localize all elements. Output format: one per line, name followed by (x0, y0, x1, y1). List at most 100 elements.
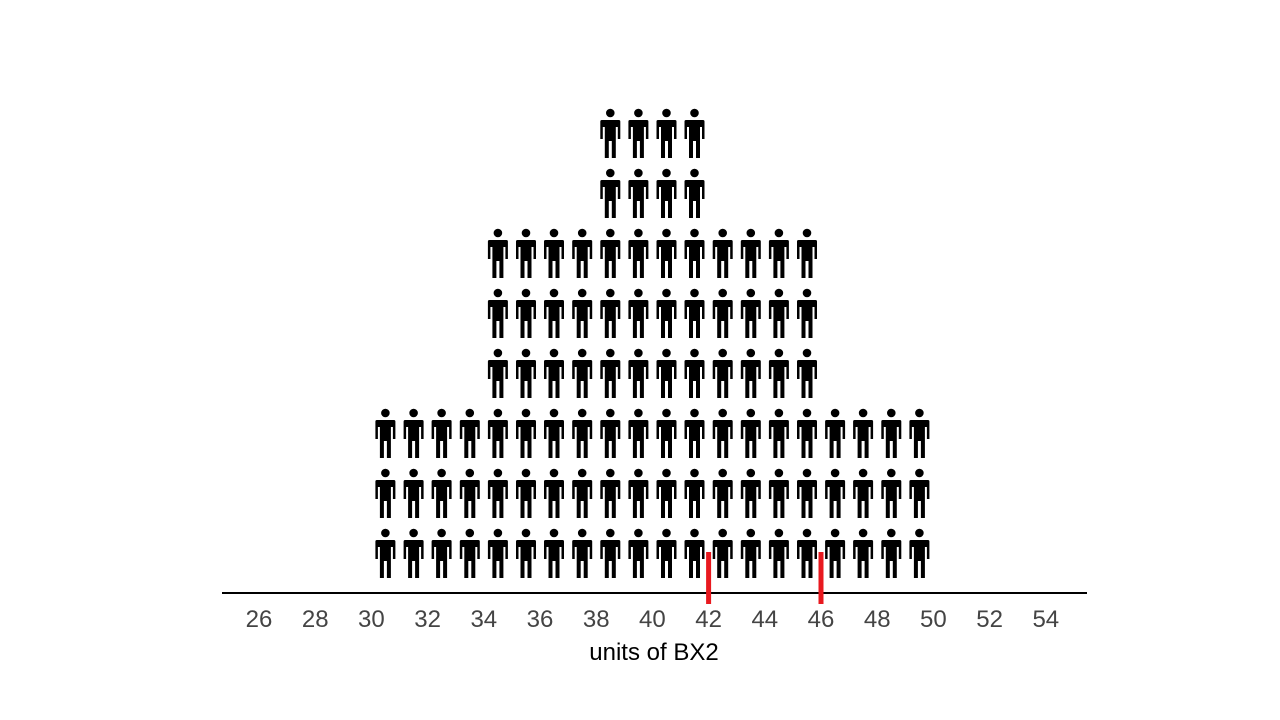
person-icon (544, 288, 564, 338)
person-icon (375, 528, 396, 578)
person-icon (797, 468, 817, 518)
person-icon (853, 468, 874, 518)
person-icon (544, 528, 564, 578)
x-tick-label: 38 (583, 606, 610, 633)
person-icon (516, 228, 536, 278)
person-icon (487, 468, 508, 518)
person-icon (656, 468, 677, 518)
person-icon (909, 528, 930, 578)
person-icon (600, 288, 621, 338)
x-tick-label: 46 (808, 606, 835, 633)
person-icon (459, 468, 480, 518)
person-icon (656, 108, 677, 158)
person-icon (825, 468, 846, 518)
person-icon (740, 528, 761, 578)
person-icon (712, 228, 733, 278)
marker-line (706, 552, 712, 604)
x-tick-label: 44 (751, 606, 778, 633)
person-icon (684, 348, 705, 398)
x-tick-label: 28 (302, 606, 329, 633)
x-tick-label: 52 (976, 606, 1003, 633)
person-icon (656, 228, 677, 278)
person-icon (797, 528, 817, 578)
person-icon (487, 528, 508, 578)
person-icon (487, 408, 508, 458)
person-icon (684, 168, 705, 218)
person-icon (881, 408, 902, 458)
person-icon (740, 468, 761, 518)
person-icon (684, 408, 705, 458)
person-icon (768, 348, 789, 398)
person-icon (853, 408, 874, 458)
person-icon (684, 108, 705, 158)
x-tick-label: 48 (864, 606, 891, 633)
person-icon (825, 528, 846, 578)
person-icon (572, 408, 593, 458)
person-icon (600, 348, 621, 398)
person-icon (459, 528, 480, 578)
person-icon (431, 468, 452, 518)
person-icon (600, 108, 621, 158)
x-tick-label: 32 (414, 606, 441, 633)
x-tick-label: 34 (470, 606, 497, 633)
person-icon (712, 348, 733, 398)
person-icon (572, 348, 593, 398)
person-icon (544, 348, 564, 398)
person-icon (628, 408, 649, 458)
x-axis-title: units of BX2 (589, 639, 718, 666)
person-icon (403, 468, 424, 518)
person-icon (768, 408, 789, 458)
x-tick-label: 36 (527, 606, 554, 633)
x-tick-label: 42 (695, 606, 722, 633)
person-icon (628, 528, 649, 578)
person-icon (600, 528, 621, 578)
person-icon (684, 288, 705, 338)
person-icon (853, 528, 874, 578)
person-icon (797, 228, 817, 278)
person-icon (403, 408, 424, 458)
person-icon (684, 228, 705, 278)
person-icon (544, 228, 564, 278)
person-icon (459, 408, 480, 458)
person-icon (768, 288, 789, 338)
x-tick-label: 50 (920, 606, 947, 633)
person-icon (600, 468, 621, 518)
person-icon (516, 468, 536, 518)
person-icon (909, 468, 930, 518)
person-icon (768, 528, 789, 578)
person-icon (656, 408, 677, 458)
person-icon (431, 408, 452, 458)
person-icon (487, 288, 508, 338)
person-icon (572, 468, 593, 518)
person-icon (740, 408, 761, 458)
person-icon (628, 228, 649, 278)
person-icon (909, 408, 930, 458)
person-icon (572, 528, 593, 578)
person-icon (516, 348, 536, 398)
person-icon (628, 168, 649, 218)
person-icon (572, 288, 593, 338)
marker-layer (706, 552, 824, 604)
person-icon (712, 528, 733, 578)
person-icon (881, 468, 902, 518)
person-icon (712, 468, 733, 518)
person-icon (656, 348, 677, 398)
person-icon (768, 468, 789, 518)
person-icon (572, 228, 593, 278)
person-icon (600, 408, 621, 458)
x-axis-ticks: 26 28 30 32 34 36 38 40 42 44 46 48 50 52 54 (246, 606, 1060, 633)
person-icon (684, 528, 705, 578)
person-icon (797, 288, 817, 338)
person-icon (740, 228, 761, 278)
person-icon (684, 468, 705, 518)
person-icon (600, 168, 621, 218)
person-icon (487, 348, 508, 398)
person-icon (487, 228, 508, 278)
person-icon (516, 288, 536, 338)
person-icon (656, 528, 677, 578)
person-icon (628, 468, 649, 518)
person-icon (628, 108, 649, 158)
person-icon (656, 168, 677, 218)
x-tick-label: 54 (1032, 606, 1059, 633)
